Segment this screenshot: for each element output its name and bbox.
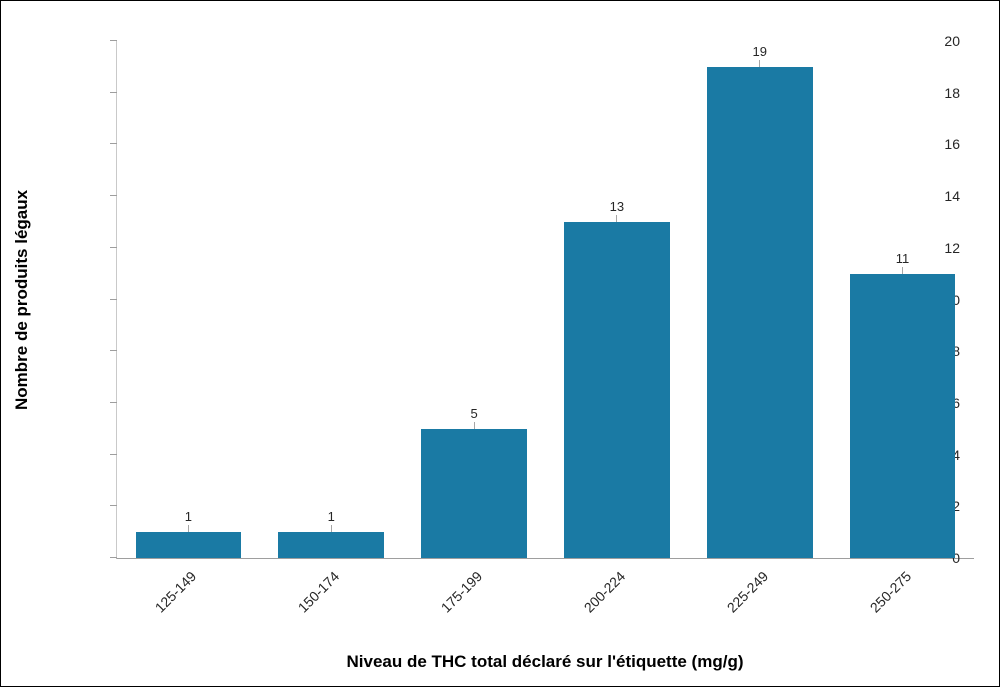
y-tick-mark: [110, 298, 117, 300]
bar-group: 13: [545, 41, 688, 558]
bar-group: 5: [403, 41, 546, 558]
bar-value-label: 5: [470, 405, 478, 421]
y-tick-label: 0: [952, 550, 960, 566]
bar-group: 1: [260, 41, 403, 558]
y-tick-label: 16: [944, 136, 960, 153]
x-tick-label: 225-249: [723, 568, 772, 616]
bar: [564, 221, 670, 558]
y-tick-mark: [110, 505, 117, 507]
y-tick-mark: [110, 143, 117, 145]
x-axis-title: Niveau de THC total déclaré sur l'étique…: [346, 652, 744, 671]
y-tick-mark: [110, 40, 117, 41]
bar: [135, 532, 242, 558]
bar: [278, 532, 385, 558]
bar-value-label: 11: [895, 250, 910, 266]
bar-group: 1: [117, 41, 260, 558]
y-tick-label: 2: [952, 498, 960, 515]
y-tick-label: 12: [944, 239, 960, 256]
x-tick-label: 125-149: [152, 568, 200, 616]
y-axis: 02468101214161820: [110, 33, 974, 566]
bar: [849, 273, 956, 558]
y-tick-mark: [110, 557, 117, 558]
x-tick-label: 175-199: [437, 568, 486, 616]
bar: [706, 66, 813, 558]
bar-value-label: 13: [609, 198, 625, 214]
label-leader-line: [759, 59, 761, 67]
bar-group: 19: [688, 41, 831, 558]
bar-series: 1 1 5 13 19 11: [117, 41, 974, 558]
y-axis-title: Nombre de produits légaux: [12, 189, 31, 411]
bar-group: 11: [831, 41, 974, 558]
x-tick-label: 150-174: [294, 568, 343, 616]
y-tick-label: 18: [944, 84, 960, 101]
bar-value-label: 1: [327, 509, 335, 525]
y-tick-label: 8: [952, 343, 960, 360]
bar: [421, 428, 527, 558]
bar-value-label: 19: [752, 43, 767, 59]
y-tick-label: 14: [944, 188, 960, 205]
y-tick-mark: [110, 401, 117, 403]
y-tick-mark: [110, 195, 117, 197]
label-leader-line: [187, 525, 189, 533]
y-tick-label: 20: [944, 33, 960, 49]
label-leader-line: [473, 421, 475, 429]
label-leader-line: [330, 525, 332, 533]
label-leader-line: [902, 266, 904, 274]
bar-value-label: 1: [184, 509, 193, 525]
x-tick-label: 200-224: [580, 568, 629, 616]
y-tick-label: 4: [952, 446, 960, 463]
y-tick-mark: [110, 246, 117, 248]
x-tick-label: 250-275: [866, 568, 914, 616]
y-tick-mark: [110, 350, 117, 352]
y-tick-label: 6: [952, 394, 960, 411]
label-leader-line: [616, 214, 618, 222]
y-tick-mark: [110, 91, 117, 93]
y-tick-mark: [110, 453, 117, 455]
